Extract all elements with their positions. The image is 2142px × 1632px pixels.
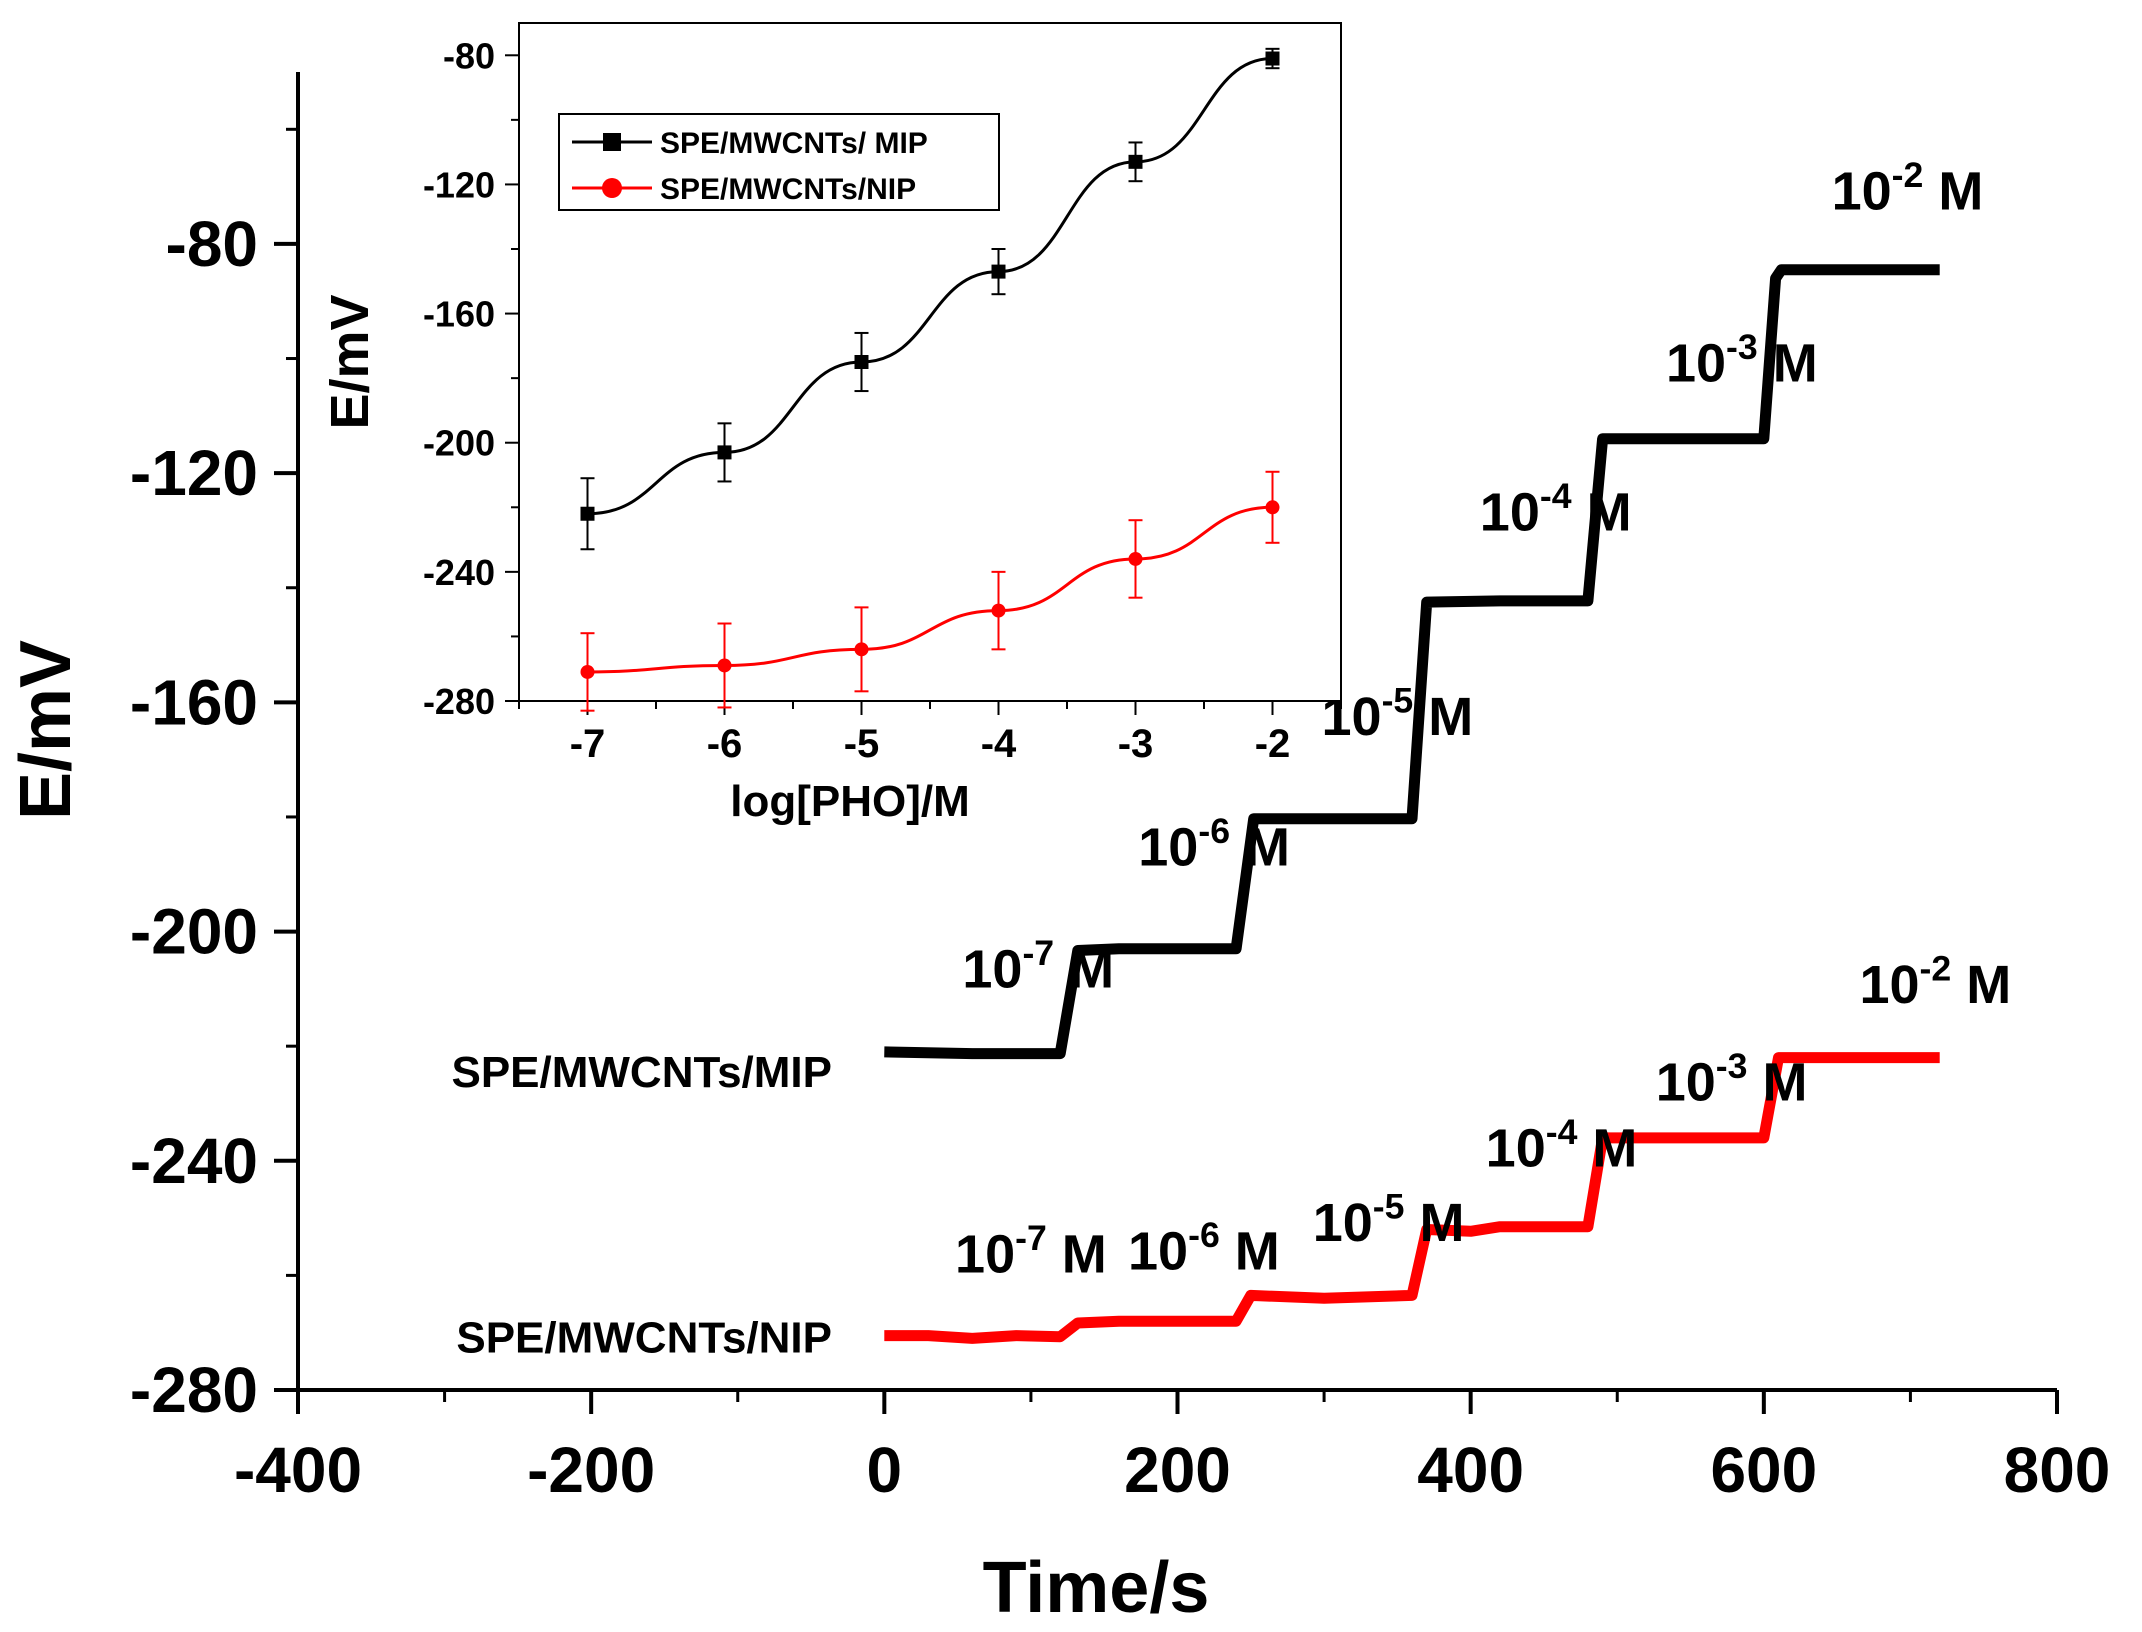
x-tick-label: -200	[527, 1434, 655, 1506]
step-concentration-label: 10-2 M	[1859, 949, 2011, 1016]
step-concentration-label: 10-7 M	[955, 1218, 1107, 1285]
step-concentration-label: 10-5 M	[1321, 680, 1473, 747]
y-tick-label: -200	[130, 896, 258, 968]
step-concentration-label: 10-3 M	[1656, 1046, 1808, 1113]
inset-data-point	[991, 603, 1006, 618]
y-axis-title: E/mV	[6, 640, 86, 820]
x-tick-label: 200	[1124, 1434, 1231, 1506]
step-concentration-label: 10-4 M	[1486, 1112, 1638, 1179]
step-concentration-label: 10-7 M	[962, 933, 1114, 1000]
step-concentration-label: 10-3 M	[1666, 327, 1818, 394]
inset-data-point	[717, 445, 732, 460]
inset-data-point	[1128, 551, 1143, 566]
inset-x-tick-label: -3	[1118, 722, 1154, 766]
inset-y-tick-label: -280	[423, 681, 495, 722]
inset-y-tick-label: -160	[423, 294, 495, 335]
legend-marker	[603, 133, 621, 151]
step-concentration-label: 10-6 M	[1138, 811, 1290, 878]
inset-x-tick-label: -4	[981, 722, 1017, 766]
step-concentration-label: 10-4 M	[1480, 476, 1632, 543]
inset-data-point	[580, 664, 595, 679]
inset-data-point	[1265, 500, 1280, 515]
inset-x-axis-title: log[PHO]/M	[730, 777, 970, 826]
y-tick-label: -160	[130, 666, 258, 738]
y-tick-label: -80	[166, 208, 259, 280]
x-tick-label: 600	[1710, 1434, 1817, 1506]
inset-data-point	[854, 355, 869, 369]
inset-x-tick-label: -5	[844, 722, 880, 766]
x-tick-label: 800	[2004, 1434, 2111, 1506]
inset-y-tick-label: -120	[423, 164, 495, 205]
inset-data-point	[1265, 51, 1280, 66]
legend-label: SPE/MWCNTs/ MIP	[660, 127, 928, 160]
legend-label: SPE/MWCNTs/NIP	[660, 173, 916, 206]
inset-legend: SPE/MWCNTs/ MIP SPE/MWCNTs/NIP	[558, 113, 1000, 211]
inset-data-point	[580, 506, 595, 521]
inset-legend-box	[558, 113, 1000, 211]
step-concentration-label: 10-5 M	[1313, 1186, 1465, 1253]
inset-y-axis-title: E/mV	[320, 294, 380, 429]
inset-y-tick-label: -80	[443, 35, 495, 76]
inset-series-line	[587, 57, 1273, 516]
series-line	[884, 264, 1940, 1060]
inset-chart: -7 -6 -5 -4 -3 -2 -280 -240 -200 -160 -120 -80 log[P…	[320, 22, 1342, 826]
inset-y-tick-label: -200	[423, 423, 495, 464]
step-concentration-label: 10-2 M	[1832, 155, 1984, 222]
x-axis-title: Time/s	[983, 1548, 1210, 1628]
series-line	[884, 1052, 1940, 1344]
inset-data-point	[991, 264, 1006, 279]
legend-marker	[602, 178, 622, 198]
x-tick-label: -400	[234, 1434, 362, 1506]
y-tick-label: -280	[130, 1354, 258, 1426]
inset-x-tick-label: -6	[707, 722, 743, 766]
curve-label-nip: SPE/MWCNTs/NIP	[456, 1314, 832, 1363]
y-tick-label: -240	[130, 1125, 258, 1197]
x-tick-label: 400	[1417, 1434, 1524, 1506]
inset-x-tick-label: -7	[570, 722, 606, 766]
inset-data-point	[717, 658, 732, 673]
curve-label-mip: SPE/MWCNTs/MIP	[451, 1048, 832, 1097]
main-chart: -400 -200 0 200 400 600 800 -280 -240 -200 -160 -12…	[6, 72, 2110, 1628]
x-tick-label: 0	[867, 1434, 903, 1506]
y-tick-label: -120	[130, 437, 258, 509]
step-concentration-label: 10-6 M	[1128, 1215, 1280, 1282]
inset-x-tick-label: -2	[1255, 722, 1291, 766]
inset-data-point	[1128, 154, 1143, 169]
inset-y-tick-label: -240	[423, 552, 495, 593]
inset-data-point	[854, 642, 869, 657]
